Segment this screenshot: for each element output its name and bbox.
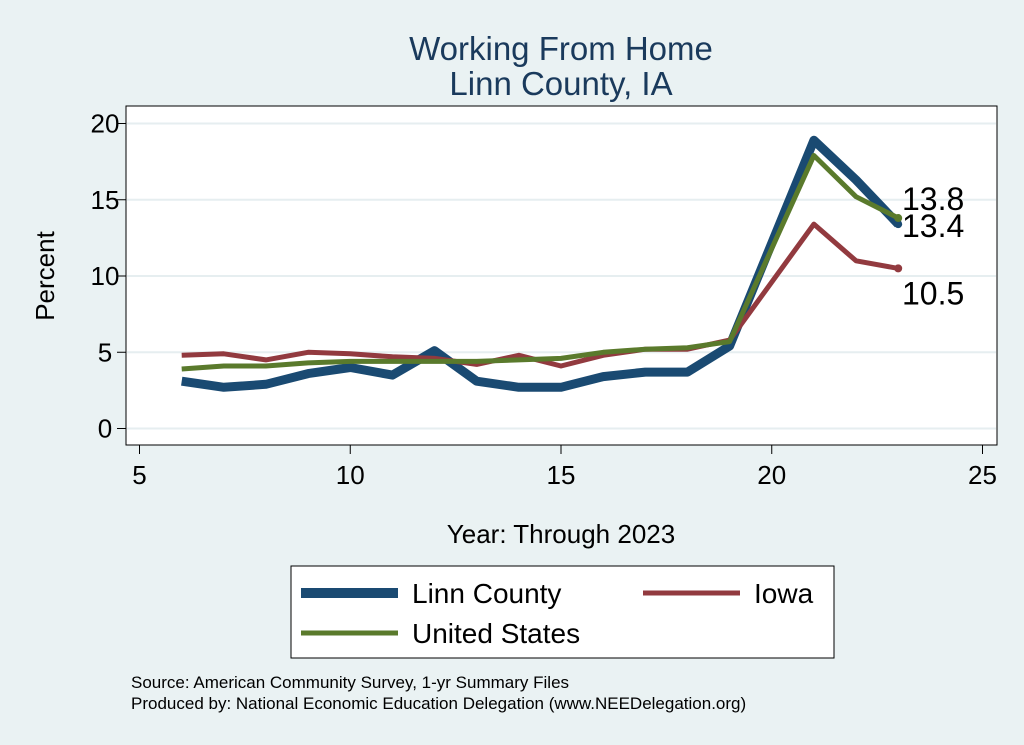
y-tick-label: 5 [98, 337, 112, 367]
legend-label-linn-county: Linn County [412, 578, 561, 609]
chart-title: Working From Home [409, 30, 713, 67]
end-point-united-states [894, 214, 903, 223]
series-line-united-states [181, 153, 900, 372]
chart-subtitle: Linn County, IA [449, 65, 672, 102]
y-tick-label: 10 [91, 261, 120, 291]
series-line-iowa [181, 221, 899, 369]
grid [127, 122, 996, 430]
source-note: Source: American Community Survey, 1-yr … [131, 673, 569, 692]
legend-label-united-states: United States [412, 618, 580, 649]
y-tick-label: 0 [98, 414, 112, 444]
legend-label-iowa: Iowa [754, 578, 814, 609]
y-tick-label: 20 [91, 109, 120, 139]
end-labels: 13.4 10.5 13.8 [902, 181, 964, 311]
end-label-linn-county: 13.4 [902, 208, 964, 244]
y-axis-title: Percent [30, 230, 60, 320]
end-label-united-states: 13.8 [902, 181, 964, 217]
end-label-iowa: 10.5 [902, 275, 964, 311]
x-tick-label: 15 [547, 460, 576, 490]
legend-box [290, 565, 835, 659]
legend: Linn County Iowa United States [290, 565, 835, 659]
produced-by-note: Produced by: National Economic Education… [131, 694, 746, 713]
x-tick-label: 10 [336, 460, 365, 490]
end-point-linn-county [894, 220, 903, 229]
x-tick-label: 20 [757, 460, 786, 490]
y-tick-label: 15 [91, 185, 120, 215]
series-lines [181, 135, 903, 392]
x-tick-label: 25 [968, 460, 997, 490]
end-point-iowa [894, 264, 903, 273]
x-axis-title: Year: Through 2023 [447, 519, 675, 549]
x-tick-label: 5 [132, 460, 146, 490]
